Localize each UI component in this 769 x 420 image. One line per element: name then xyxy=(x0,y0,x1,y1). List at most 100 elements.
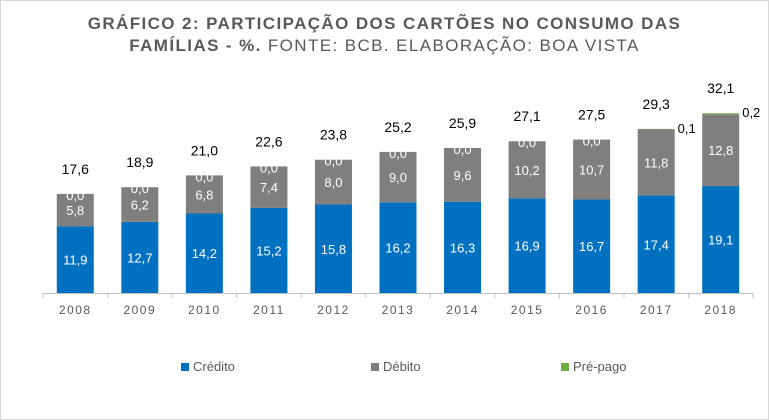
data-label-prepago-2015: 0,0 xyxy=(518,135,536,150)
bar-debito-2018 xyxy=(702,114,740,187)
legend-label-credito: Crédito xyxy=(193,359,235,374)
total-label-2018: 32,1 xyxy=(707,80,734,96)
data-label-prepago-2008: 0,0 xyxy=(66,188,84,203)
bar-credito-2018 xyxy=(702,186,740,293)
title-line-2-bold: FAMÍLIAS - %. xyxy=(129,36,262,55)
bar-debito-2011 xyxy=(250,166,288,208)
bar-credito-2011 xyxy=(250,207,288,293)
data-label-debito-2009: 6,2 xyxy=(131,198,149,213)
bar-credito-2009 xyxy=(121,221,159,293)
total-label-2008: 17,6 xyxy=(62,161,89,177)
total-label-2011: 22,6 xyxy=(255,133,282,149)
data-label-credito-2008: 11,9 xyxy=(63,253,87,268)
total-label-2013: 25,2 xyxy=(384,119,411,135)
data-label-prepago-2011: 0,0 xyxy=(260,160,278,175)
bar-debito-2014 xyxy=(444,147,482,202)
data-label-debito-2015: 10,2 xyxy=(514,163,539,178)
legend-label-debito: Débito xyxy=(383,359,421,374)
bar-credito-2016 xyxy=(573,199,611,293)
data-label-debito-2008: 5,8 xyxy=(66,203,84,218)
x-tick-label-2013: 2013 xyxy=(382,303,415,317)
x-tick-label-2016: 2016 xyxy=(575,303,608,317)
total-label-2014: 25,9 xyxy=(449,115,476,131)
data-label-credito-2014: 16,3 xyxy=(450,240,475,255)
bar-group-2011: 15,2 7,4 0,0 22,6 2011 xyxy=(250,133,288,317)
data-label-debito-2014: 9,6 xyxy=(454,168,472,183)
bar-group-2017: 17,4 11,8 0,1 29,3 2017 xyxy=(637,96,696,317)
total-label-2016: 27,5 xyxy=(578,107,605,123)
data-label-credito-2009: 12,7 xyxy=(127,250,152,265)
data-label-prepago-2010: 0,0 xyxy=(195,169,213,184)
x-tick-label-2018: 2018 xyxy=(704,303,737,317)
data-label-prepago-2016: 0,0 xyxy=(583,134,601,149)
bar-group-2008: 11,9 5,80,0 17,6 2008 xyxy=(56,161,94,317)
bar-credito-2012 xyxy=(314,204,352,293)
total-label-2015: 27,1 xyxy=(513,108,540,124)
total-label-2017: 29,3 xyxy=(643,96,670,112)
data-label-credito-2016: 16,7 xyxy=(579,239,604,254)
data-label-debito-2011: 7,4 xyxy=(260,180,278,195)
legend-label-prepago: Pré-pago xyxy=(573,359,627,374)
bar-debito-2013 xyxy=(379,151,417,203)
data-label-credito-2013: 16,2 xyxy=(385,241,410,256)
data-label-credito-2010: 14,2 xyxy=(192,246,217,261)
legend-swatch-debito xyxy=(371,363,379,371)
x-tick-label-2015: 2015 xyxy=(511,303,544,317)
legend-swatch-credito xyxy=(181,363,189,371)
bar-credito-2008 xyxy=(56,226,94,293)
x-tick-label-2017: 2017 xyxy=(640,303,673,317)
data-label-prepago-2009: 0,0 xyxy=(131,181,149,196)
title-source: FONTE: BCB. ELABORAÇÃO: BOA VISTA xyxy=(267,36,640,55)
bar-group-2018: 19,1 12,8 0,2 32,1 2018 xyxy=(702,80,760,317)
data-label-prepago-2017: 0,1 xyxy=(678,121,696,136)
data-label-credito-2015: 16,9 xyxy=(514,239,539,254)
bar-debito-2012 xyxy=(314,159,352,205)
data-label-credito-2017: 17,4 xyxy=(644,237,669,252)
x-tick-label-2009: 2009 xyxy=(123,303,156,317)
bar-debito-2008 xyxy=(56,193,94,227)
data-label-prepago-2014: 0,0 xyxy=(454,142,472,157)
bar-debito-2010 xyxy=(185,175,223,214)
bar-credito-2017 xyxy=(637,195,675,293)
data-label-prepago-2018: 0,2 xyxy=(742,105,760,120)
legend-swatch-prepago xyxy=(561,363,569,371)
bar-credito-2010 xyxy=(185,213,223,293)
bar-credito-2014 xyxy=(444,201,482,293)
bar-debito-2009 xyxy=(121,187,159,222)
data-label-debito-2013: 9,0 xyxy=(389,170,407,185)
x-tick-label-2010: 2010 xyxy=(188,303,221,317)
total-label-2012: 23,8 xyxy=(320,127,347,143)
total-label-2010: 21,0 xyxy=(191,142,218,158)
bar-prepago-2017 xyxy=(637,128,675,130)
bar-prepago-2018 xyxy=(702,113,740,115)
data-label-credito-2018: 19,1 xyxy=(708,233,733,248)
bar-group-2016: 16,7 10,7 0,0 27,5 2016 xyxy=(573,107,611,317)
data-label-credito-2012: 15,8 xyxy=(321,242,346,257)
bar-debito-2015 xyxy=(508,141,546,199)
total-label-2009: 18,9 xyxy=(126,154,153,170)
data-label-debito-2017: 11,8 xyxy=(644,156,668,171)
data-label-credito-2011: 15,2 xyxy=(256,243,281,258)
x-tick-label-2008: 2008 xyxy=(59,303,92,317)
x-tick-label-2012: 2012 xyxy=(317,303,350,317)
data-label-debito-2016: 10,7 xyxy=(579,163,604,178)
data-label-debito-2018: 12,8 xyxy=(708,143,733,158)
bar-group-2010: 14,2 6,8 0,0 21,0 2010 xyxy=(185,142,223,317)
bar-group-2009: 12,7 6,2 0,0 18,9 2009 xyxy=(121,154,159,317)
bar-credito-2013 xyxy=(379,202,417,293)
data-label-debito-2010: 6,8 xyxy=(195,187,213,202)
bar-group-2013: 16,2 9,0 0,0 25,2 2013 xyxy=(379,119,417,317)
x-tick-label-2014: 2014 xyxy=(446,303,479,317)
data-label-prepago-2013: 0,0 xyxy=(389,146,407,161)
data-label-prepago-2012: 0,0 xyxy=(324,154,342,169)
title-line-1: GRÁFICO 2: PARTICIPAÇÃO DOS CARTÕES NO C… xyxy=(87,14,682,33)
bar-group-2012: 15,8 8,0 0,0 23,8 2012 xyxy=(314,127,352,317)
bar-group-2014: 16,3 9,6 0,0 25,9 2014 xyxy=(444,115,482,317)
bar-debito-2017 xyxy=(637,129,675,196)
chart-title: GRÁFICO 2: PARTICIPAÇÃO DOS CARTÕES NO C… xyxy=(1,13,768,57)
bar-credito-2015 xyxy=(508,198,546,293)
data-label-debito-2012: 8,0 xyxy=(324,175,342,190)
x-tick-label-2011: 2011 xyxy=(253,303,285,317)
